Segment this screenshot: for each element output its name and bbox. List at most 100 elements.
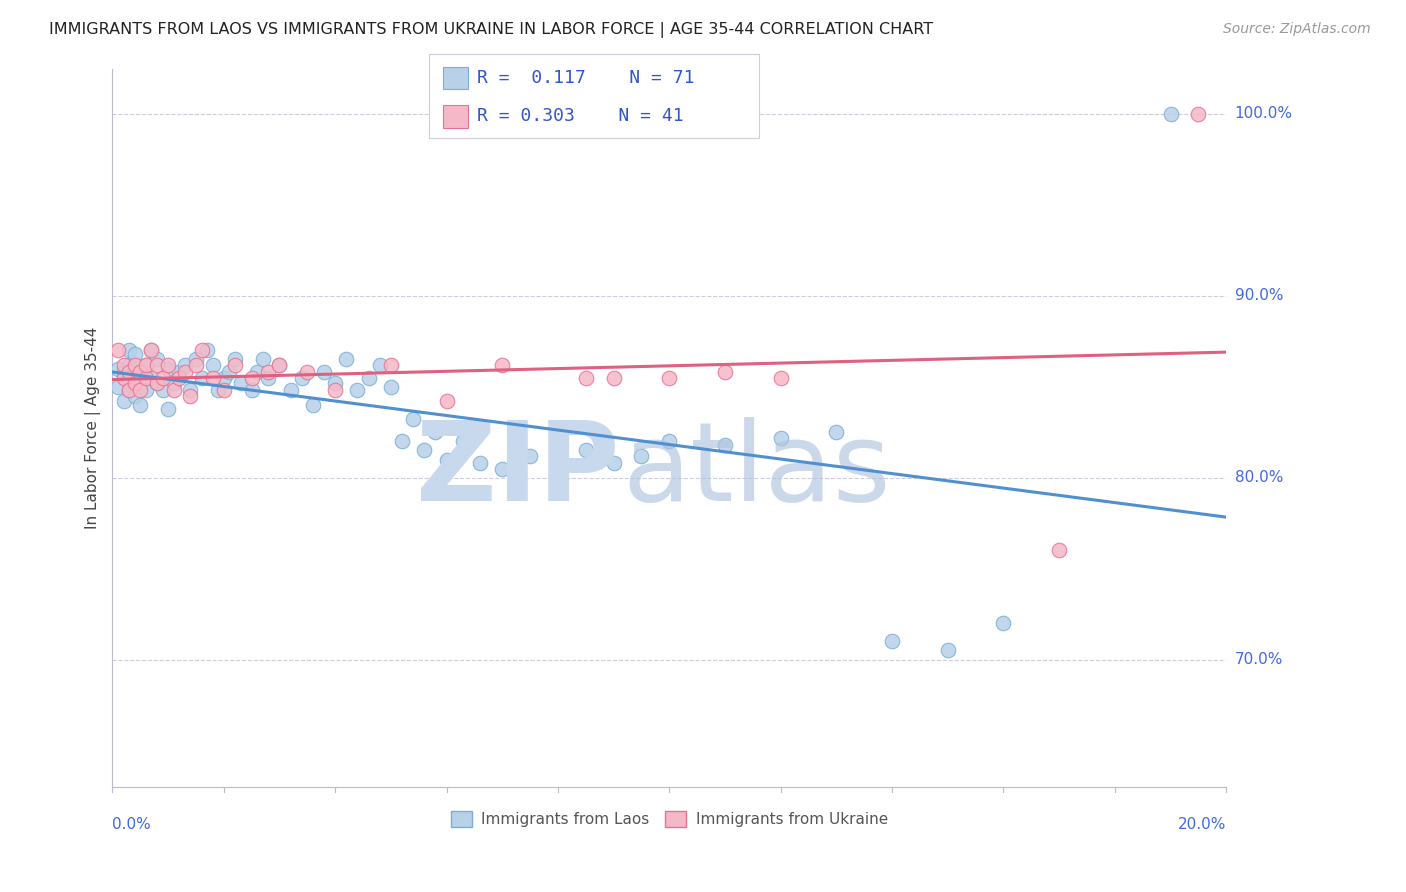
Point (658, 434, 681, 449)
Point (112, 365, 135, 379)
Point (491, 461, 513, 475)
Text: R = 0.303    N = 41: R = 0.303 N = 41 (477, 107, 683, 125)
Point (269, 358, 291, 372)
Point (357, 370, 380, 384)
Point (167, 370, 190, 384)
Point (184, 352, 207, 367)
Text: 0.0%: 0.0% (112, 817, 152, 832)
Point (229, 376, 252, 391)
Point (112, 358, 135, 372)
Point (993, 616, 1015, 631)
Point (179, 384, 201, 398)
Point (1047, 543, 1070, 558)
Point (246, 365, 269, 379)
Text: Source: ZipAtlas.com: Source: ZipAtlas.com (1223, 22, 1371, 37)
Point (157, 361, 180, 376)
Point (602, 370, 624, 384)
Point (184, 358, 207, 372)
Point (118, 370, 141, 384)
Y-axis label: In Labor Force | Age 35-44: In Labor Force | Age 35-44 (86, 326, 101, 529)
Point (714, 438, 737, 452)
Point (240, 370, 263, 384)
Text: 20.0%: 20.0% (1178, 817, 1226, 832)
Point (129, 365, 152, 379)
Point (107, 343, 129, 358)
Point (146, 376, 169, 391)
Point (129, 365, 152, 379)
Point (224, 358, 246, 372)
Point (173, 358, 195, 372)
Point (118, 384, 141, 398)
Point (167, 365, 190, 379)
Point (146, 352, 169, 367)
Point (257, 365, 280, 379)
Point (436, 452, 458, 467)
Point (163, 384, 186, 398)
Text: 70.0%: 70.0% (1234, 652, 1282, 667)
Point (173, 365, 195, 379)
Point (302, 398, 325, 412)
Point (297, 365, 319, 379)
Text: 100.0%: 100.0% (1234, 106, 1292, 121)
Point (436, 394, 458, 409)
Point (825, 425, 848, 440)
Point (769, 431, 792, 445)
Point (118, 365, 141, 379)
Point (157, 401, 180, 416)
Point (880, 634, 903, 648)
Point (323, 376, 346, 391)
Text: atlas: atlas (623, 417, 891, 524)
Point (252, 352, 274, 367)
Text: R =  0.117    N = 71: R = 0.117 N = 71 (477, 69, 695, 87)
Point (201, 358, 224, 372)
Point (547, 475, 569, 489)
Point (118, 384, 141, 398)
Point (346, 384, 368, 398)
Point (1187, 107, 1209, 121)
Point (468, 456, 491, 470)
Point (291, 370, 314, 384)
Point (195, 343, 218, 358)
Point (380, 358, 402, 372)
Point (280, 384, 302, 398)
Point (602, 456, 624, 470)
Point (491, 358, 513, 372)
Point (402, 412, 425, 426)
Point (118, 343, 141, 358)
Point (413, 443, 436, 458)
Point (124, 376, 146, 391)
Point (124, 358, 146, 372)
Point (547, 456, 569, 470)
Point (519, 449, 541, 463)
Point (201, 370, 224, 384)
Point (451, 434, 474, 449)
Legend: Immigrants from Laos, Immigrants from Ukraine: Immigrants from Laos, Immigrants from Uk… (444, 805, 894, 833)
Text: 80.0%: 80.0% (1234, 470, 1282, 485)
Point (714, 365, 737, 379)
Point (391, 434, 413, 449)
Point (257, 370, 280, 384)
Point (207, 384, 229, 398)
Point (575, 443, 598, 458)
Point (240, 384, 263, 398)
Point (212, 370, 235, 384)
Point (312, 365, 335, 379)
Point (936, 643, 959, 657)
Point (146, 376, 169, 391)
Point (269, 358, 291, 372)
Point (124, 376, 146, 391)
Point (163, 376, 186, 391)
Point (368, 358, 391, 372)
Point (212, 384, 235, 398)
Point (179, 389, 201, 403)
Point (118, 358, 141, 372)
Point (769, 370, 792, 384)
Point (124, 389, 146, 403)
Point (425, 425, 447, 440)
Point (107, 361, 129, 376)
Point (135, 358, 157, 372)
Point (224, 352, 246, 367)
Point (323, 384, 346, 398)
Point (112, 394, 135, 409)
Text: ZIP: ZIP (416, 417, 619, 524)
